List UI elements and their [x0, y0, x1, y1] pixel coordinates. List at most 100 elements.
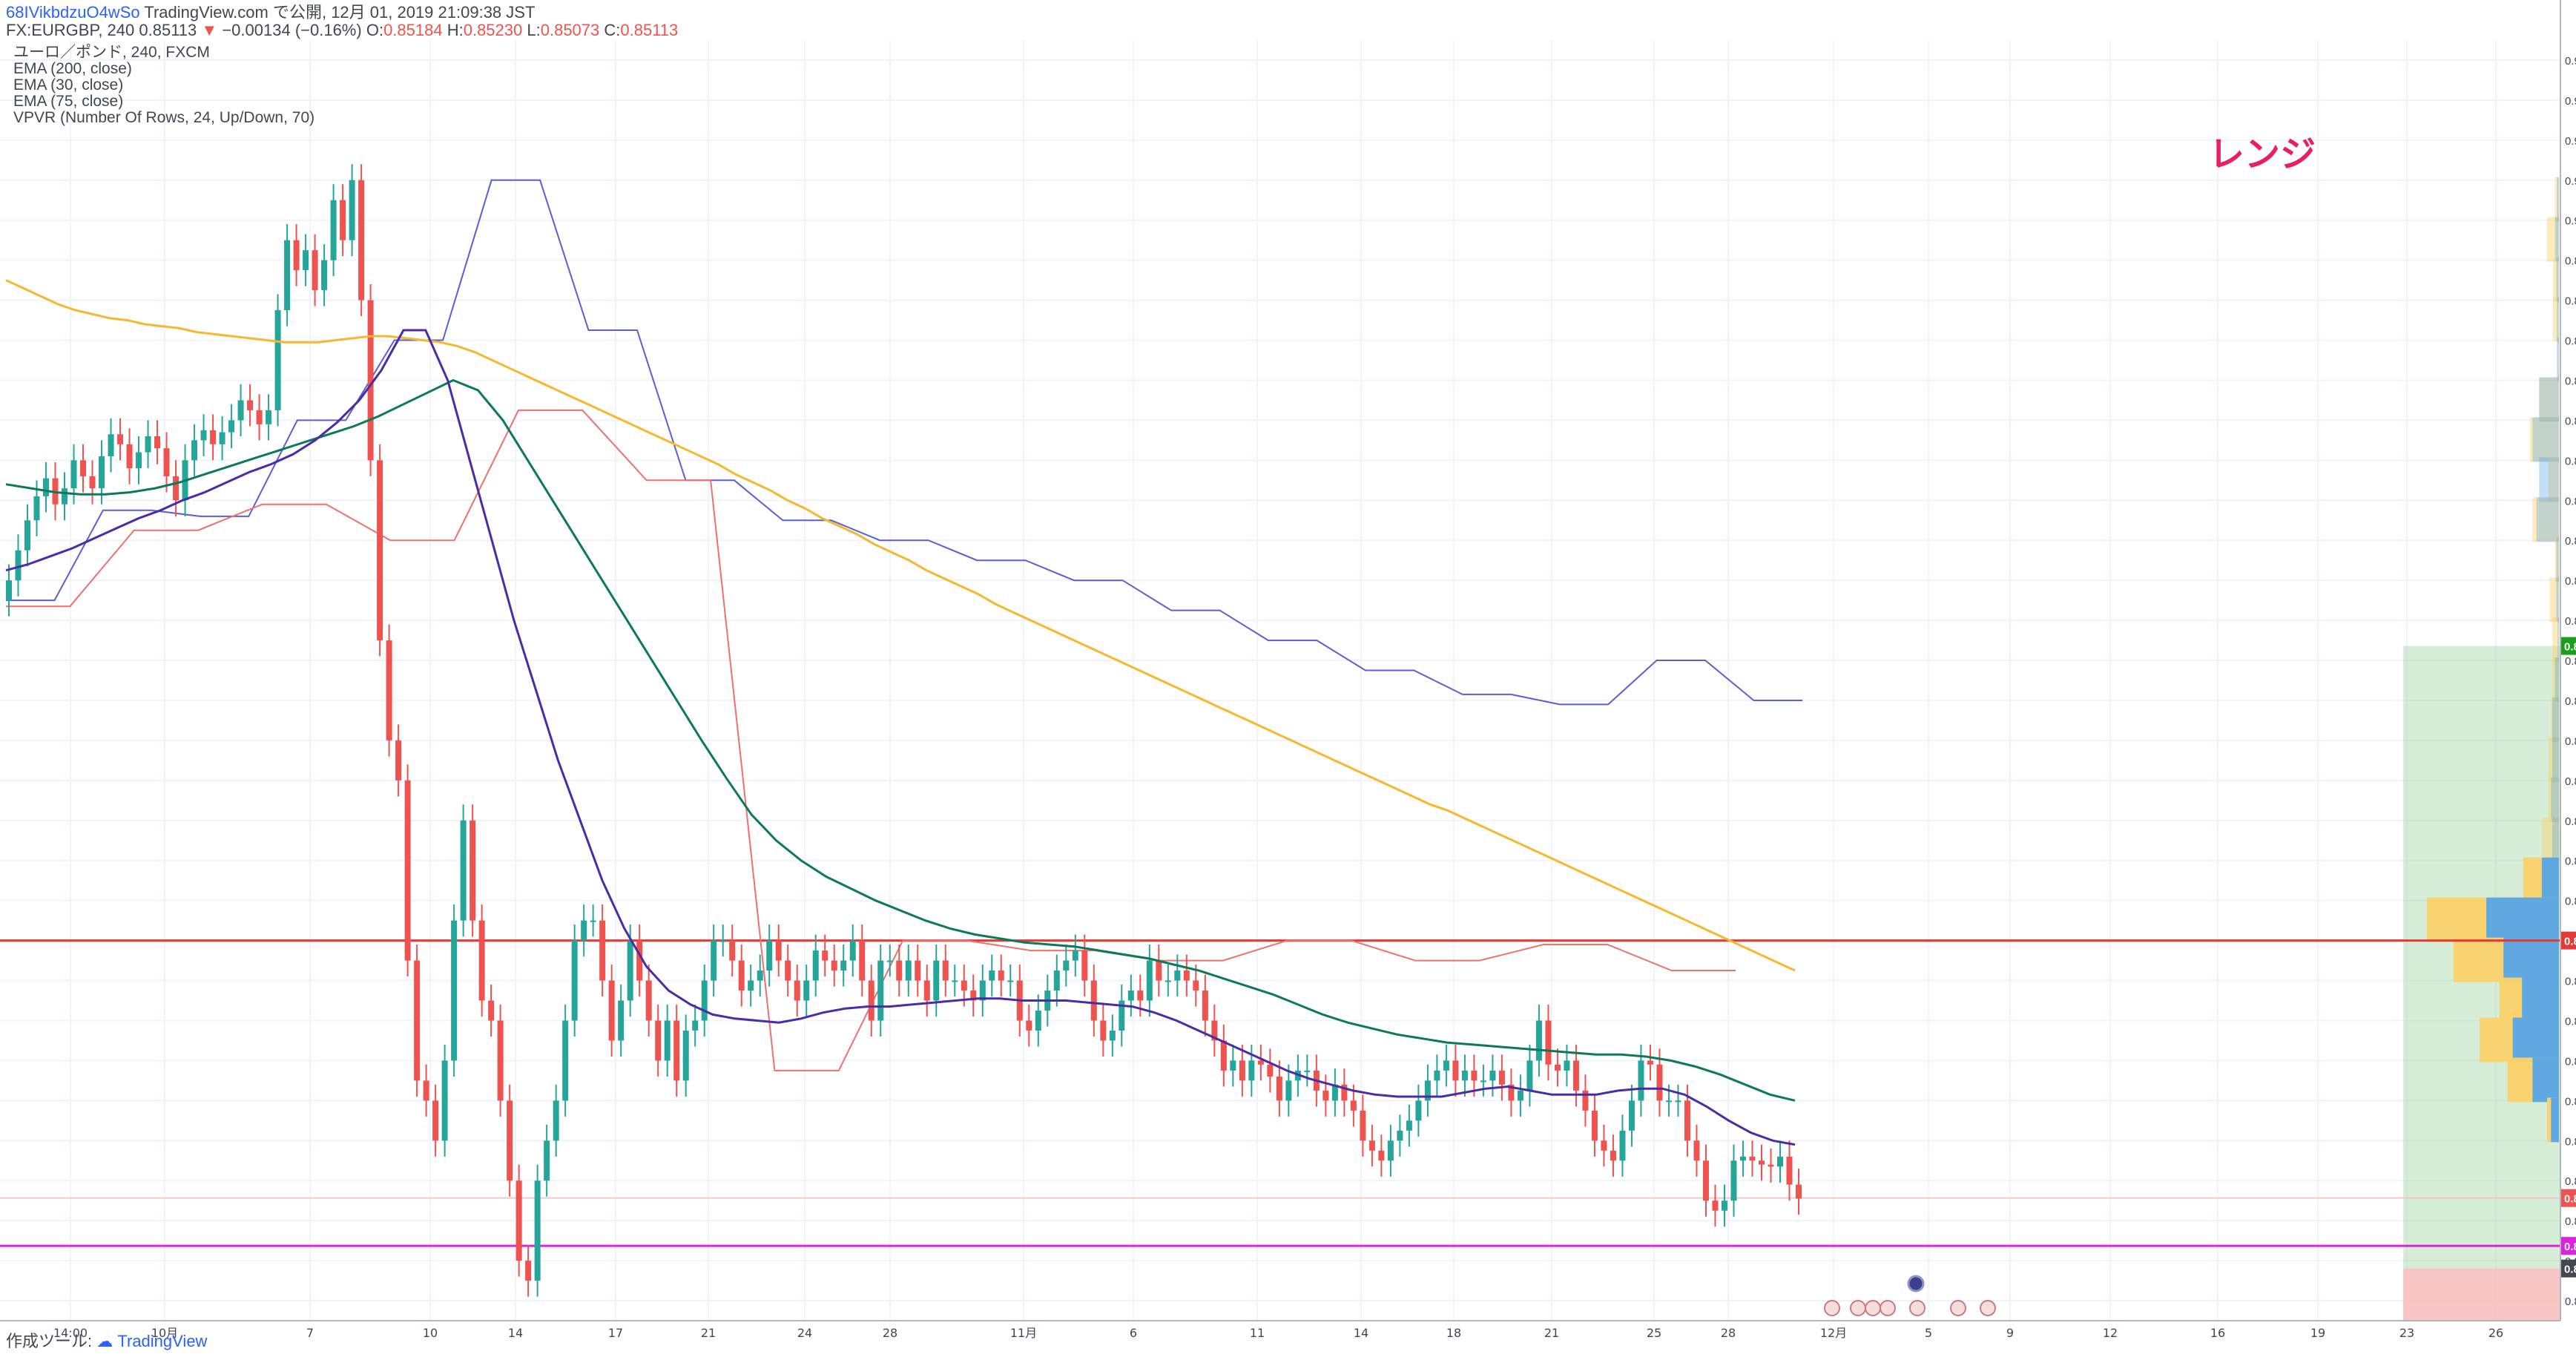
candle-body[interactable]	[1211, 1020, 1218, 1041]
candle-body[interactable]	[237, 400, 244, 421]
candle-body[interactable]	[961, 980, 967, 991]
candle-body[interactable]	[1035, 1010, 1041, 1031]
candle-body[interactable]	[1628, 1100, 1635, 1131]
candle-body[interactable]	[1489, 1070, 1496, 1081]
candle-body[interactable]	[1406, 1120, 1412, 1131]
candle-body[interactable]	[1378, 1150, 1385, 1161]
candle-body[interactable]	[15, 550, 22, 581]
candle-body[interactable]	[1174, 970, 1181, 981]
candle-body[interactable]	[117, 434, 124, 444]
candle-body[interactable]	[478, 920, 485, 1001]
candle-body[interactable]	[1368, 1140, 1375, 1151]
candle-body[interactable]	[618, 1000, 625, 1041]
candle-body[interactable]	[1647, 1060, 1653, 1065]
candle-body[interactable]	[293, 240, 300, 271]
candle-body[interactable]	[1517, 1090, 1523, 1101]
candle-body[interactable]	[998, 970, 1004, 981]
candle-body[interactable]	[470, 820, 476, 921]
candle-body[interactable]	[1360, 1110, 1366, 1141]
candle-body[interactable]	[441, 1060, 448, 1141]
candle-body[interactable]	[1675, 1100, 1681, 1103]
candle-body[interactable]	[395, 740, 402, 781]
candle-body[interactable]	[1331, 1084, 1338, 1101]
candle-body[interactable]	[1322, 1090, 1329, 1101]
candle-body[interactable]	[266, 410, 272, 424]
candle-body[interactable]	[1026, 1020, 1032, 1031]
candle-body[interactable]	[1786, 1156, 1793, 1185]
candle-body[interactable]	[321, 260, 328, 291]
range-annotation[interactable]: レンジ	[2209, 134, 2316, 175]
candle-body[interactable]	[1591, 1110, 1598, 1141]
candle-body[interactable]	[1341, 1084, 1348, 1101]
candle-body[interactable]	[1545, 1020, 1552, 1065]
candle-body[interactable]	[1776, 1156, 1783, 1167]
candle-body[interactable]	[1434, 1070, 1440, 1081]
event-flag-icon[interactable]	[1909, 1300, 1926, 1316]
legend-ema75[interactable]: EMA (75, close)	[13, 93, 124, 110]
event-flag-icon[interactable]	[1865, 1300, 1881, 1316]
candle-body[interactable]	[868, 980, 874, 1021]
candle-body[interactable]	[1693, 1140, 1700, 1161]
candle-body[interactable]	[1498, 1070, 1505, 1085]
candle-body[interactable]	[970, 991, 977, 1001]
candle-body[interactable]	[219, 432, 225, 444]
candle-body[interactable]	[1665, 1100, 1672, 1103]
legend-instrument[interactable]: ユーロ／ポンド, 240, FXCM	[13, 44, 210, 61]
candle-body[interactable]	[534, 1180, 541, 1281]
candle-body[interactable]	[553, 1100, 559, 1141]
candle-body[interactable]	[544, 1140, 550, 1181]
candle-body[interactable]	[330, 200, 337, 260]
candle-body[interactable]	[645, 980, 652, 1021]
event-dot-icon[interactable]	[1907, 1275, 1925, 1293]
candle-body[interactable]	[274, 310, 281, 410]
candle-body[interactable]	[1796, 1184, 1802, 1199]
candle-body[interactable]	[367, 300, 374, 461]
candle-body[interactable]	[682, 1030, 689, 1081]
candle-body[interactable]	[200, 430, 207, 441]
candle-body[interactable]	[942, 960, 949, 981]
candle-body[interactable]	[886, 960, 893, 962]
candle-body[interactable]	[432, 1100, 439, 1141]
candle-body[interactable]	[877, 960, 884, 1021]
candle-body[interactable]	[590, 920, 596, 922]
candle-body[interactable]	[757, 970, 763, 981]
candle-body[interactable]	[1072, 950, 1078, 961]
candle-body[interactable]	[1610, 1150, 1616, 1161]
candle-body[interactable]	[979, 980, 986, 1001]
candle-body[interactable]	[849, 940, 856, 961]
candle-body[interactable]	[136, 452, 142, 469]
candle-body[interactable]	[1739, 1156, 1746, 1161]
candle-body[interactable]	[191, 440, 198, 461]
candle-body[interactable]	[692, 1020, 699, 1031]
candle-body[interactable]	[822, 950, 829, 961]
candle-body[interactable]	[1619, 1130, 1626, 1161]
candle-body[interactable]	[952, 980, 958, 982]
candle-body[interactable]	[664, 1020, 671, 1061]
candle-body[interactable]	[1768, 1164, 1774, 1167]
candle-body[interactable]	[1156, 960, 1162, 981]
candle-body[interactable]	[1100, 1020, 1107, 1041]
candle-body[interactable]	[1452, 1060, 1459, 1081]
candle-body[interactable]	[1387, 1140, 1394, 1161]
candle-body[interactable]	[1526, 1060, 1533, 1091]
candle-body[interactable]	[247, 400, 254, 410]
candle-body[interactable]	[312, 250, 318, 291]
candle-body[interactable]	[145, 436, 151, 453]
candle-body[interactable]	[1564, 1060, 1570, 1071]
tradingview-brand[interactable]: TradingView	[117, 1332, 208, 1350]
candle-body[interactable]	[1508, 1084, 1515, 1101]
candle-body[interactable]	[507, 1100, 513, 1181]
candle-body[interactable]	[1638, 1060, 1644, 1101]
candle-body[interactable]	[1480, 1080, 1486, 1083]
candle-body[interactable]	[1730, 1160, 1737, 1201]
candle-body[interactable]	[1183, 970, 1190, 981]
candle-body[interactable]	[1350, 1100, 1357, 1111]
candle-body[interactable]	[1443, 1060, 1449, 1071]
candle-body[interactable]	[1721, 1201, 1727, 1211]
candle-body[interactable]	[1193, 980, 1199, 991]
ema75-line[interactable]	[5, 378, 1796, 1102]
candle-body[interactable]	[1127, 991, 1134, 1001]
candle-body[interactable]	[1471, 1070, 1478, 1081]
candle-body[interactable]	[1758, 1160, 1765, 1165]
candle-body[interactable]	[414, 960, 421, 1081]
